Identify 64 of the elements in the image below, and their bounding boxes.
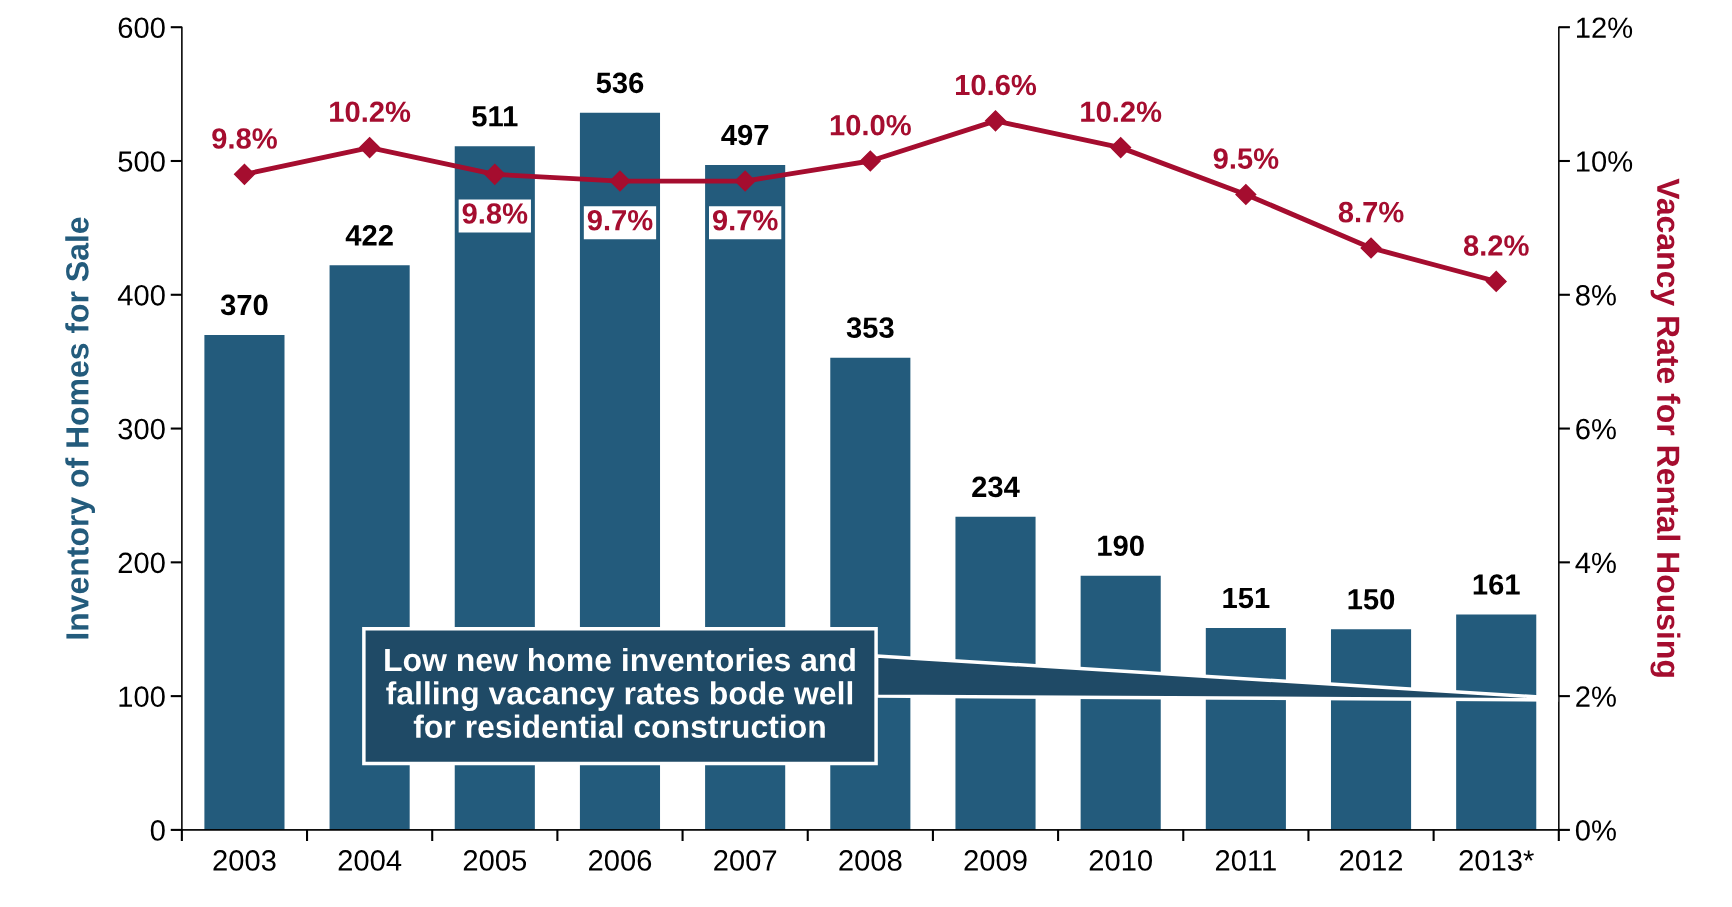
point: [1485, 270, 1507, 292]
data-label: 151: [1223, 587, 1270, 609]
annotation: Low new home inventories and falling vacancy rates bode well for residential construction: [385, 647, 855, 739]
x-tick-label: 2004: [338, 850, 402, 871]
data-label: 8.7%: [1338, 201, 1404, 223]
data-label: 10.2%: [330, 101, 411, 123]
data-label: 9.8%: [212, 128, 277, 149]
point: [984, 110, 1007, 132]
data-label: 370: [220, 294, 268, 316]
data-label: 150: [1348, 588, 1395, 610]
data-label: 422: [345, 225, 393, 246]
data-label: 8.2%: [1463, 235, 1529, 256]
y2-tick-label: 12%: [1577, 17, 1633, 38]
y-tick-label: 600: [118, 17, 165, 39]
x-tick-label: 2003: [213, 850, 276, 871]
bar: [204, 334, 285, 830]
y-tick-label: 300: [118, 418, 165, 440]
x-tick-label: 2005: [463, 850, 527, 871]
data-label: 536: [596, 72, 644, 94]
data-label: 9.7%: [712, 209, 778, 231]
x-tick-label: 2008: [839, 850, 902, 871]
data-label: 161: [1473, 574, 1520, 595]
data-label: 10.2%: [1081, 101, 1162, 123]
y-tick-label: 0: [150, 820, 165, 841]
x-tick-label: 2006: [589, 850, 652, 871]
data-label: 497: [721, 124, 769, 146]
y2-tick-label: 4%: [1575, 552, 1616, 574]
data-label: 234: [972, 476, 1020, 498]
y-axis-title: Inventory of Homes for Sale: [65, 217, 96, 639]
y2-tick-label: 8%: [1576, 284, 1616, 306]
x-tick-label: 2009: [964, 850, 1027, 871]
x-tick-label: 2012: [1340, 850, 1403, 871]
point: [1110, 137, 1132, 159]
point: [859, 150, 881, 172]
y2-tick-label: 10%: [1577, 151, 1633, 172]
y2-tick-label: 2%: [1576, 686, 1616, 707]
x-tick-label: 2011: [1215, 850, 1276, 871]
bar: [1330, 629, 1412, 830]
point: [359, 137, 381, 159]
point: [484, 163, 506, 185]
point: [734, 170, 756, 192]
bar: [1456, 614, 1537, 830]
point: [233, 163, 255, 185]
point: [1235, 183, 1257, 205]
y2-axis-title: Vacancy Rate for Rental Housing: [1650, 178, 1681, 677]
y-tick-label: 400: [117, 284, 165, 306]
x-tick-label: 2007: [714, 850, 777, 871]
point: [1360, 237, 1382, 259]
data-label: 353: [846, 317, 894, 339]
x-tick-label: 2013*: [1459, 850, 1534, 871]
data-label: 511: [472, 106, 518, 127]
data-label: 9.7%: [587, 209, 653, 231]
point: [609, 170, 631, 192]
y2-tick-label: 6%: [1576, 418, 1616, 440]
x-tick-label: 2010: [1089, 850, 1152, 871]
y-tick-label: 100: [119, 686, 165, 707]
y-tick-label: 200: [118, 552, 165, 574]
data-label: 9.8%: [462, 203, 528, 224]
data-label: 190: [1098, 535, 1144, 557]
y2-tick-label: 0%: [1575, 820, 1616, 841]
y-tick-label: 500: [118, 151, 165, 172]
data-label: 9.5%: [1213, 148, 1279, 169]
data-label: 10.6%: [955, 74, 1037, 96]
data-label: 10.0%: [830, 114, 911, 136]
